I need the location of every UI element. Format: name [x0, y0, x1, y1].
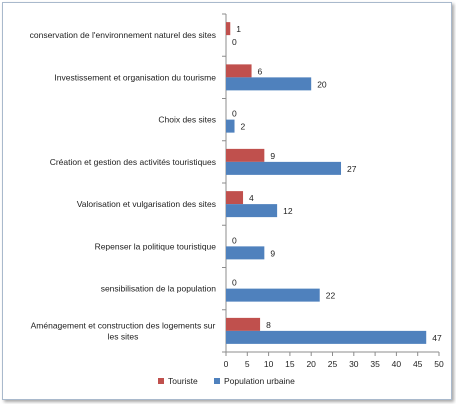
category-label: Création et gestion des activités touris…	[50, 157, 216, 167]
value-label-touriste: 0	[232, 235, 237, 245]
bar-population-urbaine	[226, 204, 278, 218]
x-tick-label: 45	[413, 359, 423, 369]
x-tick-label: 30	[349, 359, 359, 369]
value-label-population-urbaine: 27	[347, 164, 357, 174]
category-label: Repenser la politique touristique	[95, 241, 217, 251]
category-label: sensibilisation de la population	[101, 284, 217, 294]
value-label-touriste: 0	[232, 109, 237, 119]
bar-population-urbaine	[226, 161, 342, 175]
category-label: Valorisation et vulgarisation des sites	[77, 199, 216, 209]
value-label-population-urbaine: 2	[241, 122, 246, 132]
x-tick-label: 15	[285, 359, 295, 369]
value-label-touriste: 0	[232, 278, 237, 288]
value-label-population-urbaine: 0	[232, 37, 237, 47]
value-label-touriste: 1	[236, 24, 241, 34]
x-tick-label: 5	[245, 359, 250, 369]
bar-population-urbaine	[226, 330, 427, 344]
legend-label-population-urbaine: Population urbaine	[224, 376, 295, 386]
bar-population-urbaine	[226, 288, 320, 302]
value-label-population-urbaine: 47	[432, 333, 442, 343]
value-label-population-urbaine: 12	[283, 206, 293, 216]
x-tick-label: 40	[392, 359, 402, 369]
bar-population-urbaine	[226, 77, 312, 91]
value-label-touriste: 4	[249, 193, 254, 203]
value-label-population-urbaine: 9	[270, 248, 275, 258]
value-label-population-urbaine: 20	[317, 79, 327, 89]
legend-label-touriste: Touriste	[168, 376, 198, 386]
value-label-touriste: 6	[258, 66, 263, 76]
category-label: Aménagement et construction des logement…	[31, 320, 216, 341]
legend-swatch-touriste	[158, 378, 164, 384]
bar-touriste	[226, 191, 244, 205]
bar-touriste	[226, 148, 265, 162]
bar-population-urbaine	[226, 119, 235, 133]
value-label-population-urbaine: 22	[326, 291, 336, 301]
x-tick-label: 20	[306, 359, 316, 369]
x-tick-label: 10	[264, 359, 274, 369]
category-label: conservation de l'environnement naturel …	[30, 30, 216, 40]
x-tick-label: 35	[370, 359, 380, 369]
category-label: Investissement et organisation du touris…	[54, 72, 216, 82]
value-label-touriste: 9	[270, 151, 275, 161]
bar-touriste	[226, 317, 261, 331]
category-label: Choix des sites	[158, 115, 216, 125]
x-tick-label: 0	[224, 359, 229, 369]
value-label-touriste: 8	[266, 320, 271, 330]
bar-touriste	[226, 64, 252, 78]
bar-touriste	[226, 22, 231, 36]
bar-population-urbaine	[226, 246, 265, 260]
legend-swatch-population-urbaine	[214, 378, 220, 384]
x-tick-label: 25	[328, 359, 338, 369]
x-tick-label: 50	[434, 359, 444, 369]
